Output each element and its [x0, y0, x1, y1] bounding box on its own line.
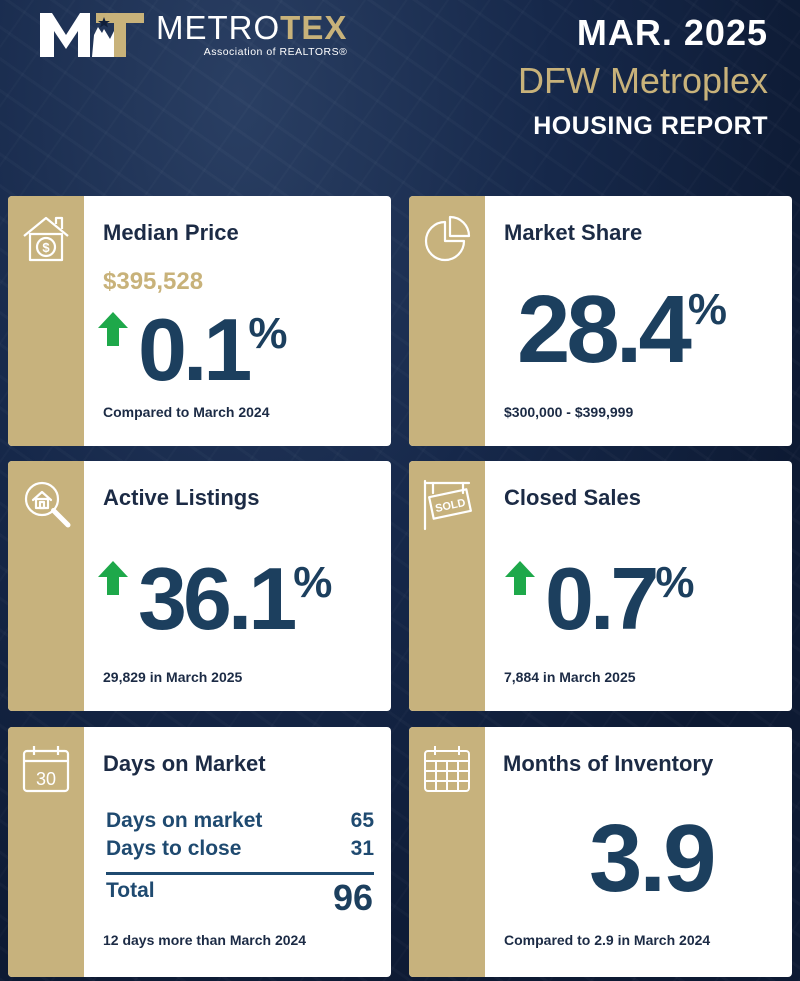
up-arrow-icon	[505, 561, 535, 595]
report-region: DFW Metroplex	[517, 60, 768, 101]
card-footer: 7,884 in March 2025	[504, 669, 636, 685]
closed-sales-card: SOLD Closed Sales 0.7% 7,884 in March 20…	[409, 461, 792, 711]
months-of-inventory-value: 3.9	[589, 805, 716, 912]
sold-sign-icon: SOLD	[423, 479, 472, 531]
magnifier-house-icon	[24, 481, 71, 528]
card-title: Months of Inventory	[503, 751, 714, 776]
market-share-value: 28.4%	[517, 276, 727, 383]
card-footer: Compared to March 2024	[103, 404, 270, 420]
logo-subtitle: Association of REALTORS®	[203, 45, 348, 58]
report-date: MAR. 2025	[576, 12, 768, 53]
logo-name: METROTEX	[156, 8, 348, 46]
card-footer: 12 days more than March 2024	[103, 932, 307, 948]
up-arrow-icon	[98, 312, 128, 346]
total-value: 96	[332, 877, 373, 918]
market-share-card: Market Share 28.4% $300,000 - $399,999	[409, 196, 792, 446]
house-dollar-icon: $	[23, 216, 69, 262]
active-listings-change: 36.1%	[138, 549, 333, 648]
mt-logo-mark	[40, 13, 144, 57]
card-band	[409, 196, 485, 446]
pie-chart-icon	[424, 215, 471, 262]
card-band	[8, 461, 84, 711]
report-title: HOUSING REPORT	[533, 112, 768, 140]
card-title: Closed Sales	[504, 485, 641, 510]
closed-sales-change: 0.7%	[545, 549, 695, 648]
metrotex-logo: METROTEX Association of REALTORS®	[38, 6, 347, 62]
days-on-market-card: 30 Days on Market Days on market 65 Days …	[8, 727, 391, 977]
card-footer: $300,000 - $399,999	[504, 404, 634, 420]
months-of-inventory-card: Months of Inventory 3.9 Compared to 2.9 …	[409, 727, 792, 977]
calendar-30-icon: 30	[22, 746, 70, 793]
card-band	[409, 461, 485, 711]
svg-text:30: 30	[36, 769, 56, 789]
active-listings-card: Active Listings 36.1% 29,829 in March 20…	[8, 461, 391, 711]
up-arrow-icon	[98, 561, 128, 595]
median-price-value: $395,528	[103, 268, 204, 295]
dom-row-days-to-close: Days to close 31	[106, 837, 374, 860]
card-footer: Compared to 2.9 in March 2024	[504, 932, 711, 948]
card-title: Active Listings	[103, 485, 260, 510]
total-divider	[106, 872, 374, 875]
dom-row-days-on-market: Days on market 65	[106, 809, 374, 832]
card-title: Market Share	[504, 220, 643, 245]
card-title: Days on Market	[103, 751, 266, 776]
card-footer: 29,829 in March 2025	[103, 669, 243, 685]
calendar-grid-icon	[424, 746, 470, 792]
card-title: Median Price	[103, 220, 239, 245]
median-price-change: 0.1%	[138, 300, 288, 399]
median-price-card: $ Median Price $395,528 0.1% Compared to…	[8, 196, 391, 446]
card-band	[8, 727, 84, 977]
svg-text:$: $	[42, 240, 50, 255]
total-label: Total	[106, 879, 155, 902]
